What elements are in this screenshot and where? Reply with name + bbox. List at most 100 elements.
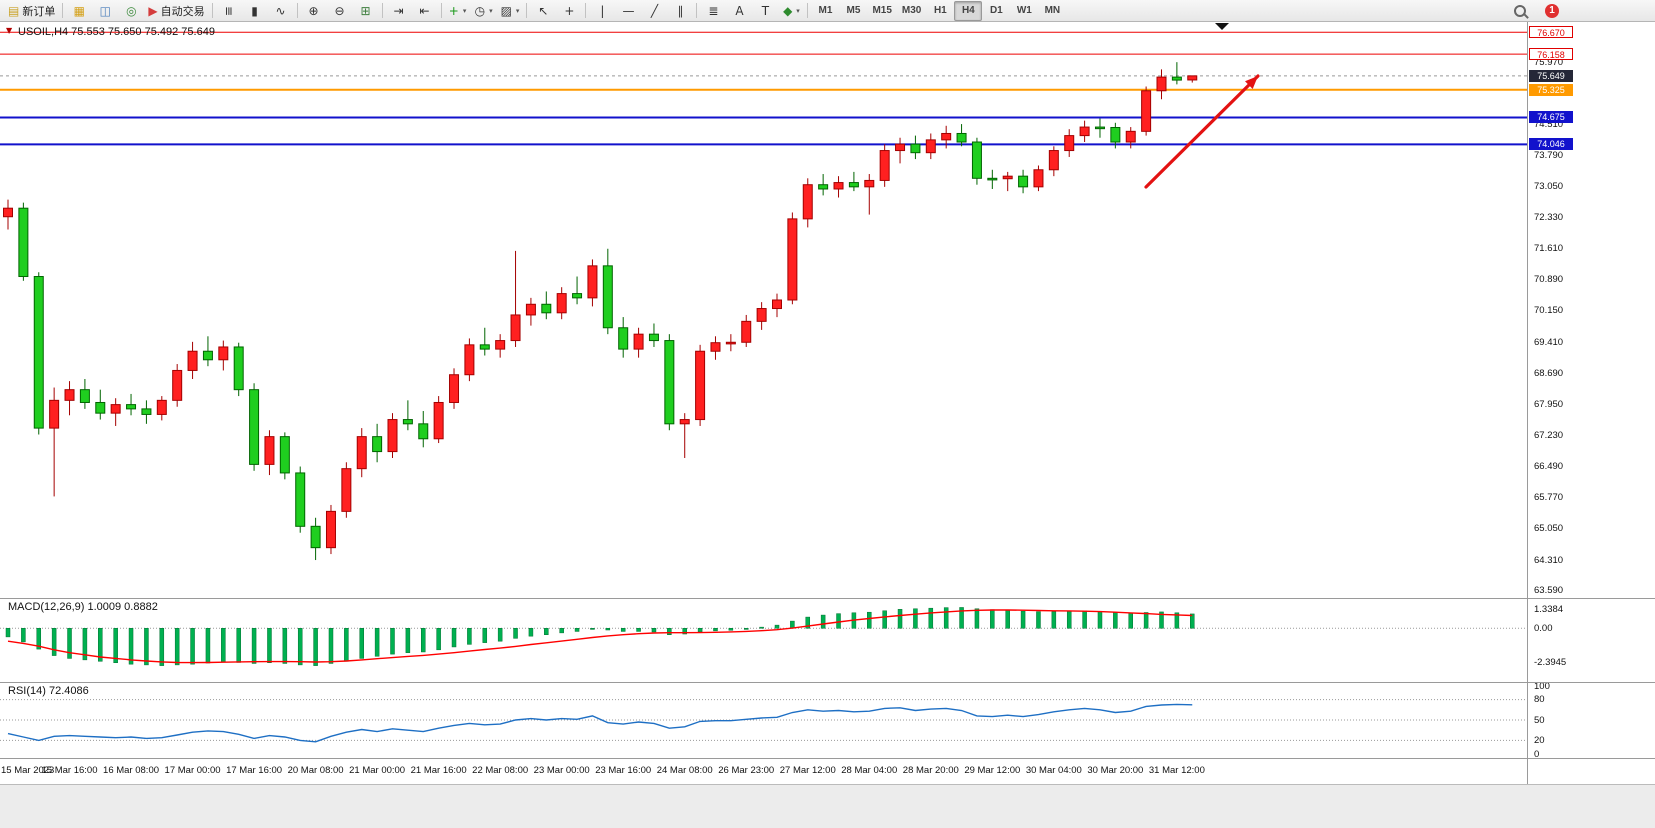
main-chart[interactable] [0,22,1527,598]
chevron-down-icon: ▾ [462,6,467,15]
timeframe-d1[interactable]: D1 [989,5,1003,16]
toolbar-separator [381,3,383,18]
timeframe-m1[interactable]: M1 [818,5,833,16]
macd-scale-label: 0.00 [1534,622,1553,634]
toolbar-separator [807,3,809,18]
chevron-down-icon: ▾ [515,6,520,15]
time-axis[interactable]: 15 Mar 2023 15 Mar 16:00 16 Mar 08:00 17 Ma… [0,758,1527,784]
horizontal-line-button[interactable]: — [615,1,641,21]
trendline-button[interactable]: ╱ [641,1,667,21]
periods-button[interactable]: ◷ ▾ [471,1,497,21]
crosshair-icon: + [564,3,575,18]
auto-trading-button[interactable]: ▶ 自动交易 [144,1,208,21]
time-label: 27 Mar 12:00 [779,765,836,776]
price-scale[interactable]: 75.970 74.510 73.790 73.050 72.330 71.610 70.8… [1527,22,1655,784]
new-order-button-label: 新订单 [22,5,56,18]
price-tick: 69.410 [1534,336,1564,348]
toolbar-separator [585,3,587,18]
cursor-button[interactable]: ↖ [530,1,556,21]
channel-button[interactable]: ∥ [667,1,693,21]
price-line-label: 76.670 [1529,26,1573,39]
strategy-navigator-button[interactable]: ◎ [118,1,144,21]
time-label: 17 Mar 00:00 [164,765,221,776]
price-tick: 74.510 [1534,119,1564,130]
vertical-line-button[interactable]: | [589,1,615,21]
chevron-down-icon: ▾ [489,6,493,15]
vertical-line-icon: | [600,3,605,18]
search-button[interactable] [1507,1,1533,21]
price-tick: 64.310 [1534,554,1564,566]
time-label: 20 Mar 08:00 [287,765,344,776]
price-tick: 65.770 [1534,492,1564,504]
price-tick: 65.050 [1534,522,1564,534]
auto-scroll-button[interactable]: ⇥ [386,1,412,21]
text-icon: A [735,3,744,18]
time-label: 23 Mar 00:00 [533,765,590,776]
window-background [0,784,1655,828]
periods-icon: ◷ [474,3,486,18]
new-order-button[interactable]: ▤ 新订单 [4,1,59,21]
time-label: 15 Mar 2023 [1,765,55,776]
zoom-out-button[interactable]: ⊖ [327,1,353,21]
timeframe-h1[interactable]: H1 [933,5,947,16]
auto-scroll-icon: ⇥ [393,3,404,18]
timeframe-m5[interactable]: M5 [846,5,861,16]
shapes-button[interactable]: ◆ ▾ [778,1,804,21]
market-watch-icon: ▦ [73,3,86,18]
panel-separator [0,598,1655,599]
price-tick: 68.690 [1534,367,1564,379]
time-label: 31 Mar 12:00 [1148,765,1205,776]
price-tick: 67.230 [1534,429,1564,441]
current-price-label: 75.649 [1529,69,1573,82]
crosshair-button[interactable]: + [556,1,582,21]
candlestick-chart-icon: ▮ [251,3,258,18]
auto-trading-icon: ▶ [148,3,158,18]
macd-panel[interactable] [0,598,1527,682]
price-tick: 73.790 [1534,149,1564,161]
rsi-scale-label: 80 [1534,694,1545,706]
time-label: 21 Mar 00:00 [349,765,406,776]
time-label: 15 Mar 16:00 [41,765,98,776]
market-watch-button[interactable]: ▦ [66,1,92,21]
zoom-in-icon: ⊕ [308,3,319,18]
symbol-icon: ▼ [6,26,13,35]
bar-chart-icon: ≡ [221,5,236,16]
data-window-button[interactable]: ◫ [92,1,118,21]
line-chart-button[interactable]: ∿ [268,1,294,21]
bar-chart-button[interactable]: ≡ [216,1,242,21]
tile-windows-button[interactable]: ⊞ [353,1,379,21]
zoom-in-button[interactable]: ⊕ [301,1,327,21]
text-button[interactable]: A [726,1,752,21]
line-chart-icon: ∿ [275,3,286,18]
notification-badge[interactable]: 1 [1545,3,1559,18]
candlestick-chart-button[interactable]: ▮ [242,1,268,21]
search-icon [1514,4,1526,17]
label-icon: T [761,3,770,18]
time-label: 29 Mar 12:00 [964,765,1021,776]
price-line-label: 74.675 [1529,111,1573,124]
macd-scale-label: -2.3945 [1534,657,1567,669]
chart-shift-icon: ⇤ [419,3,430,18]
symbol-info: USOIL,H4 75.553 75.650 75.492 75.649 [18,26,215,38]
timeframe-w1[interactable]: W1 [1016,5,1032,16]
price-tick: 72.330 [1534,212,1564,224]
timeframe-mn[interactable]: MN [1044,5,1061,16]
toolbar-separator [526,3,528,18]
timeframe-m15[interactable]: M15 [872,5,892,16]
timeframe-h4[interactable]: H4 [954,0,983,21]
toolbar-separator [62,3,64,18]
indicators-button[interactable]: + ▾ [445,1,471,21]
timeframe-m30[interactable]: M30 [901,5,922,16]
strategy-navigator-icon: ◎ [126,3,137,18]
rsi-panel[interactable] [0,682,1527,758]
trendline-icon: ╱ [650,3,659,18]
price-tick: 73.050 [1534,181,1564,193]
fibonacci-button[interactable]: ≣ [700,1,726,21]
fibonacci-icon: ≣ [708,3,719,18]
label-button[interactable]: T [752,1,778,21]
price-line-label: 76.158 [1529,48,1573,61]
data-window-icon: ◫ [99,3,112,18]
panel-separator [0,682,1655,683]
templates-button[interactable]: ▨ ▾ [497,1,524,21]
chart-shift-button[interactable]: ⇤ [412,1,438,21]
